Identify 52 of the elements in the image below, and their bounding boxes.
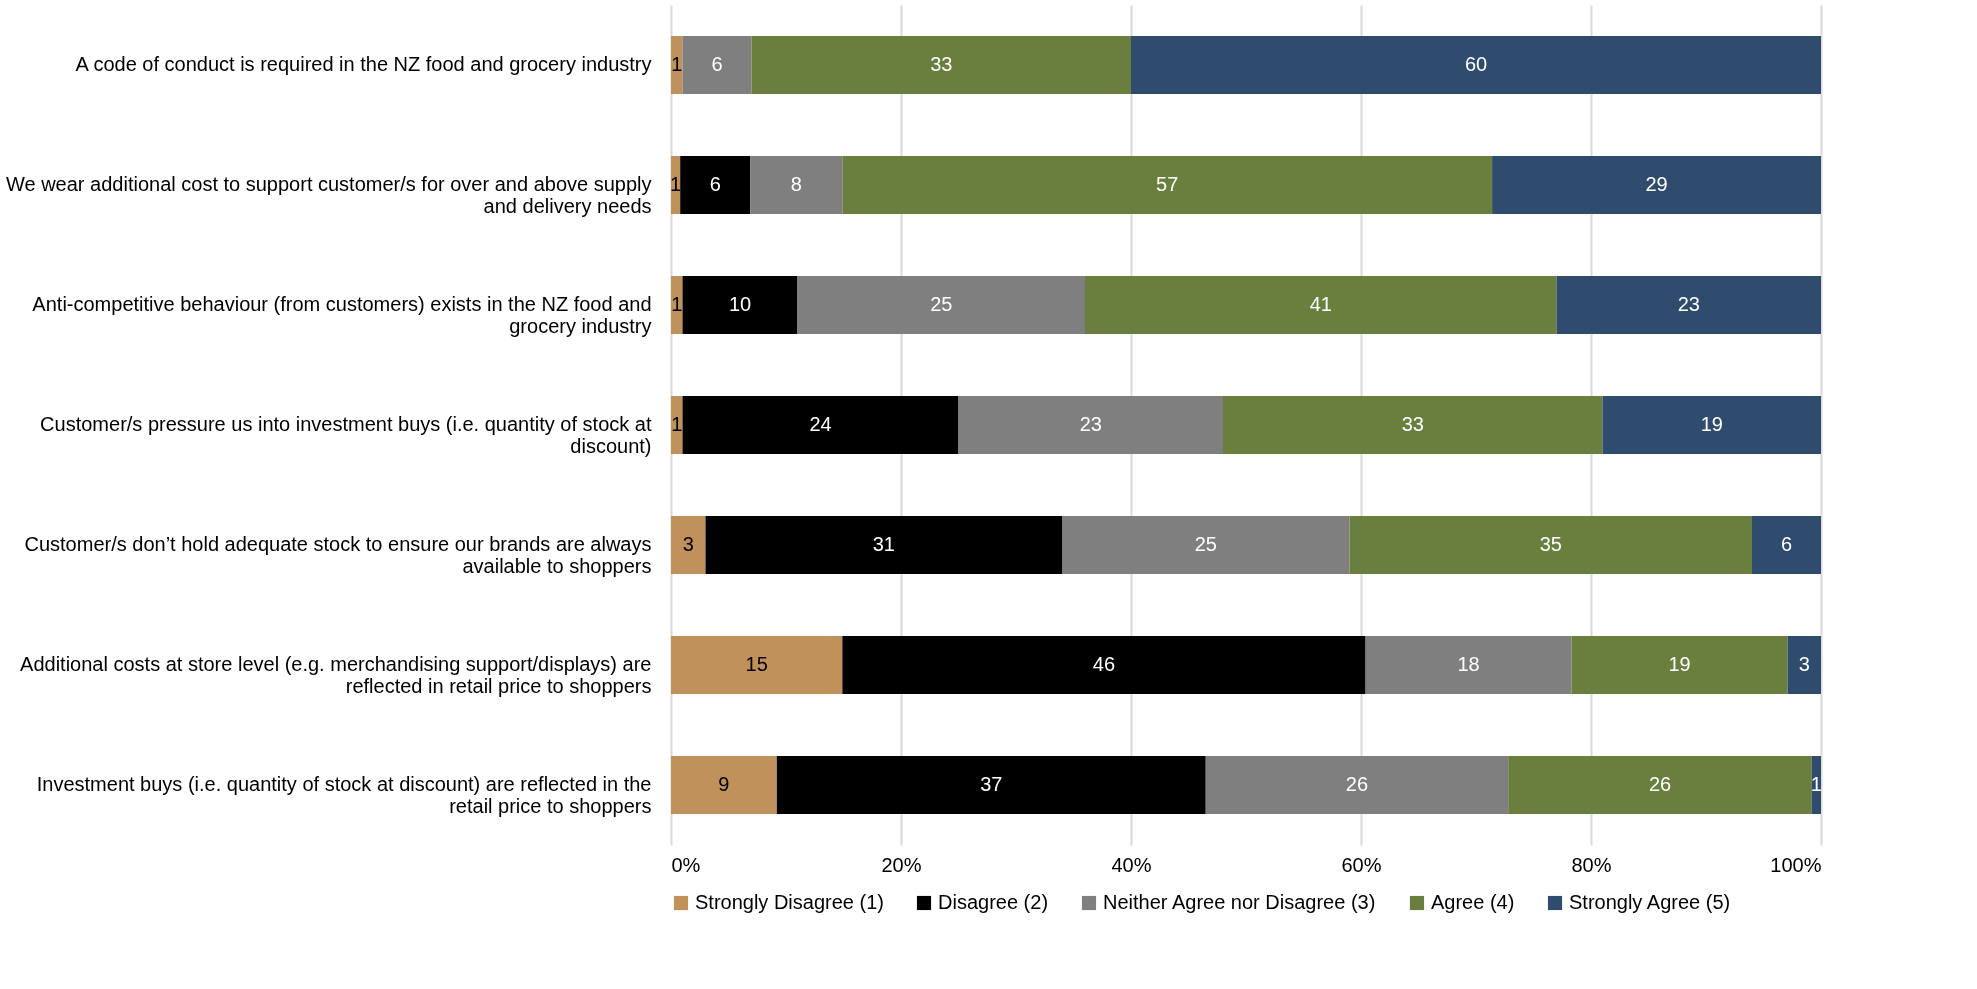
- data-label: 3: [682, 533, 694, 555]
- data-label: 33: [930, 53, 953, 75]
- data-label: 9: [718, 773, 730, 795]
- y-tick-label: Customer/s pressure us into investment buys (i.e. quantity of stock at discount): [40, 413, 652, 457]
- legend-label: Disagree (2): [938, 891, 1049, 913]
- data-label: 37: [980, 773, 1003, 795]
- data-label: 18: [1457, 653, 1480, 675]
- data-label: 1: [671, 293, 683, 315]
- data-label: 3: [1798, 653, 1810, 675]
- x-tick-label: 20%: [881, 853, 922, 876]
- legend-label: Strongly Agree (5): [1569, 891, 1731, 913]
- data-label: 25: [1194, 533, 1217, 555]
- data-label: 41: [1309, 293, 1332, 315]
- x-tick-label: 80%: [1571, 853, 1612, 876]
- data-label: 25: [930, 293, 953, 315]
- x-tick-label: 40%: [1111, 853, 1152, 876]
- legend-label: Agree (4): [1431, 891, 1515, 913]
- data-label: 19: [1668, 653, 1691, 675]
- data-label: 6: [709, 173, 721, 195]
- legend-label: Neither Agree nor Disagree (3): [1103, 891, 1376, 913]
- data-label: 1: [671, 413, 683, 435]
- data-label: 23: [1677, 293, 1700, 315]
- data-label: 10: [728, 293, 752, 315]
- data-label: 60: [1464, 53, 1488, 75]
- x-tick-label: 100%: [1770, 853, 1822, 876]
- y-tick-label: Customer/s don’t hold adequate stock to ensure our brands are always available to shoppers: [24, 533, 652, 577]
- y-tick-label: Additional costs at store level (e.g. merchandising support/displays) are reflected in retail price to shoppers: [20, 653, 652, 697]
- y-tick-label: Investment buys (i.e. quantity of stock at discount) are reflected in the retail price to shoppers: [36, 773, 652, 817]
- data-label: 1: [671, 53, 683, 75]
- data-label: 26: [1648, 773, 1672, 795]
- x-tick-label: 0%: [671, 853, 701, 876]
- data-label: 26: [1345, 773, 1369, 795]
- data-label: 24: [809, 413, 832, 435]
- data-label: 57: [1156, 173, 1179, 195]
- data-label: 31: [872, 533, 895, 555]
- data-label: 19: [1700, 413, 1723, 435]
- data-label: 1: [670, 173, 682, 195]
- data-label: 35: [1539, 533, 1562, 555]
- data-label: 29: [1645, 173, 1668, 195]
- data-label: 46: [1092, 653, 1116, 675]
- data-label: 8: [790, 173, 802, 195]
- data-label: 1: [1810, 773, 1822, 795]
- data-label: 6: [711, 53, 723, 75]
- x-tick-label: 60%: [1341, 853, 1382, 876]
- y-tick-label: We wear additional cost to support customer/s for over and above supply and delivery needs: [5, 173, 652, 217]
- legend-label: Strongly Disagree (1): [695, 891, 884, 913]
- y-tick-label: A code of conduct is required in the NZ food and grocery industry: [75, 53, 652, 75]
- y-tick-label: Anti-competitive behaviour (from customers) exists in the NZ food and grocery industry: [32, 293, 652, 337]
- data-label: 33: [1401, 413, 1424, 435]
- data-label: 15: [745, 653, 768, 675]
- data-label: 23: [1079, 413, 1102, 435]
- data-label: 6: [1780, 533, 1793, 555]
